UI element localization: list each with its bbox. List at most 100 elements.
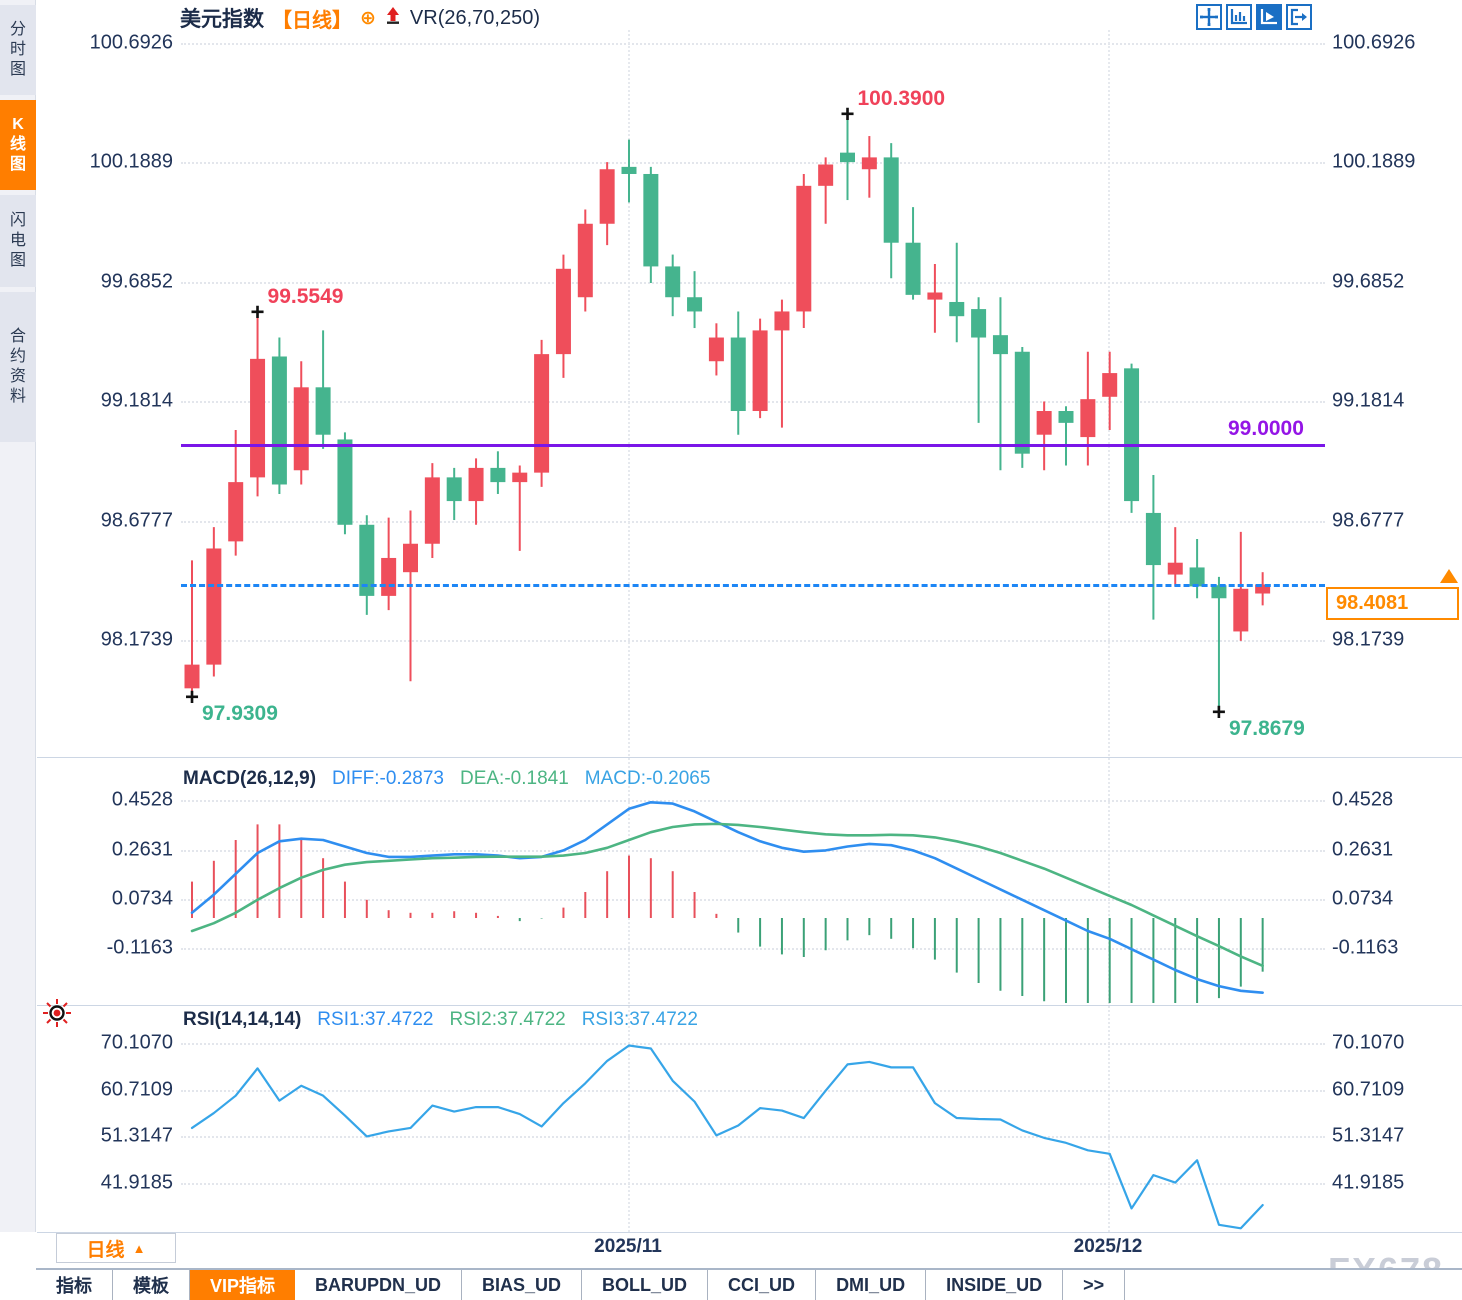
macd-dea-value: DEA:-0.1841 <box>459 768 569 789</box>
bottom-tab-0[interactable]: 指标 <box>36 1270 113 1300</box>
rsi-tick-right: 60.7109 <box>1332 1078 1405 1101</box>
exit-right-icon[interactable] <box>1286 4 1312 30</box>
rsi-tick-left: 60.7109 <box>100 1078 173 1101</box>
price-gridline <box>181 43 1325 45</box>
period-selector-button[interactable]: 日线 ▲ <box>56 1233 176 1263</box>
rsi-tick-right: 41.9185 <box>1332 1171 1405 1194</box>
price-tick-left: 99.6852 <box>100 270 173 293</box>
overlay-indicator-label[interactable]: VR(26,70,250) <box>409 6 540 29</box>
bottom-tab-7[interactable]: DMI_UD <box>816 1270 927 1300</box>
rsi-gridline <box>181 1183 1325 1185</box>
move-cross-icon[interactable] <box>1196 4 1222 30</box>
price-tick-right: 98.6777 <box>1332 509 1405 532</box>
extreme-marker-icon: + <box>184 683 200 711</box>
chevron-up-icon: ▲ <box>132 1240 146 1256</box>
rsi-gridline <box>181 1136 1325 1139</box>
last-price-box: 98.4081 <box>1326 587 1459 621</box>
price-tick-right: 98.1739 <box>1332 628 1405 651</box>
bottom-tab-3[interactable]: BARUPDN_UD <box>295 1270 463 1300</box>
rsi2-value: RSI2:37.4722 <box>449 1009 566 1030</box>
macd-tick-left: 0.0734 <box>111 887 173 910</box>
price-tick-left: 99.1814 <box>100 389 173 412</box>
macd-tick-left: -0.1163 <box>106 936 173 959</box>
macd-gridline <box>181 898 1325 901</box>
bottom-tab-6[interactable]: CCI_UD <box>708 1270 817 1300</box>
rsi-tick-left: 51.3147 <box>100 1124 173 1147</box>
level-line-label: 99.0000 <box>1228 417 1304 441</box>
pin-up-icon[interactable] <box>384 6 402 31</box>
sidebar-item-0[interactable]: 分时图 <box>0 5 36 95</box>
price-gridline <box>181 162 1325 165</box>
macd-gridline <box>181 800 1325 803</box>
axis-bars-icon[interactable] <box>1226 4 1252 30</box>
price-gridline <box>181 520 1325 523</box>
price-tick-left: 100.1889 <box>89 150 173 173</box>
extreme-marker-icon: + <box>250 298 265 326</box>
macd-legend: MACD(26,12,9) DIFF:-0.2873 DEA:-0.1841 M… <box>183 768 710 790</box>
price-up-arrow-icon <box>1440 569 1458 584</box>
rsi-tick-left: 41.9185 <box>100 1171 173 1194</box>
extreme-marker-icon: + <box>840 100 855 128</box>
macd-gridline <box>181 849 1325 852</box>
axis-play-icon[interactable] <box>1256 4 1282 30</box>
bottom-tab-bar: 指标 模板 VIP指标 BARUPDN_UD BIAS_UD BOLL_UD CCI_UD D… <box>36 1268 1462 1300</box>
extreme-marker-icon: + <box>1211 698 1226 726</box>
chart-toolbar <box>1196 4 1312 30</box>
bottom-tab-9[interactable]: >> <box>1063 1270 1126 1300</box>
rsi3-value: RSI3:37.4722 <box>581 1009 698 1030</box>
macd-tick-right: 0.2631 <box>1332 838 1394 861</box>
bottom-tab-8[interactable]: INSIDE_UD <box>926 1270 1064 1300</box>
low-price-annotation: 97.8679 <box>1228 716 1305 740</box>
rsi-title: RSI(14,14,14) <box>183 1009 302 1030</box>
rsi-gridline <box>181 1089 1325 1092</box>
macd-tick-right: -0.1163 <box>1332 936 1399 959</box>
rsi-tick-right: 70.1070 <box>1332 1031 1405 1054</box>
macd-macd-value: MACD:-0.2065 <box>584 768 711 789</box>
panel-separator <box>37 1232 1462 1233</box>
rsi-legend: RSI(14,14,14) RSI1:37.4722 RSI2:37.4722 … <box>183 1009 698 1031</box>
chart-header: 美元指数 【日线】 ⊕ VR(26,70,250) <box>180 4 540 32</box>
macd-gridline <box>181 948 1325 951</box>
macd-tick-left: 0.4528 <box>111 788 173 811</box>
macd-tick-right: 0.4528 <box>1332 788 1394 811</box>
circle-plus-icon[interactable]: ⊕ <box>360 7 376 29</box>
panel-separator <box>37 1005 1462 1006</box>
macd-diff-value: DIFF:-0.2873 <box>332 768 444 789</box>
bottom-tab-4[interactable]: BIAS_UD <box>462 1270 583 1300</box>
indicator-settings-icon[interactable] <box>42 998 72 1028</box>
instrument-title: 美元指数 <box>180 8 264 31</box>
price-tick-right: 99.6852 <box>1332 270 1405 293</box>
macd-title: MACD(26,12,9) <box>183 768 317 789</box>
price-gridline <box>181 401 1325 404</box>
x-axis-label: 2025/12 <box>1073 1236 1143 1257</box>
rsi1-value: RSI1:37.4722 <box>317 1009 434 1030</box>
price-tick-left: 98.6777 <box>100 509 173 532</box>
high-price-annotation: 99.5549 <box>267 284 344 308</box>
macd-tick-right: 0.0734 <box>1332 887 1394 910</box>
macd-tick-left: 0.2631 <box>111 838 173 861</box>
bottom-tab-2[interactable]: VIP指标 <box>190 1270 296 1300</box>
price-tick-left: 98.1739 <box>100 628 173 651</box>
price-gridline <box>181 640 1325 642</box>
bottom-tab-5[interactable]: BOLL_UD <box>582 1270 709 1300</box>
last-price-dashed-line <box>181 584 1325 588</box>
low-price-annotation: 97.9309 <box>202 701 278 725</box>
price-tick-left: 100.6926 <box>89 31 173 54</box>
rsi-tick-right: 51.3147 <box>1332 1124 1405 1147</box>
price-tick-right: 100.6926 <box>1332 31 1416 54</box>
bottom-tab-1[interactable]: 模板 <box>113 1270 190 1300</box>
horizontal-level-line-99[interactable] <box>181 444 1325 448</box>
vertical-gridline <box>628 30 630 1232</box>
price-tick-right: 99.1814 <box>1332 389 1405 412</box>
sidebar-item-2[interactable]: 闪电图 <box>0 195 36 287</box>
last-price-value: 98.4081 <box>1336 592 1409 615</box>
x-axis-label: 2025/11 <box>594 1236 662 1257</box>
sidebar-item-3[interactable]: 合约资料 <box>0 292 36 442</box>
rsi-tick-left: 70.1070 <box>100 1031 173 1054</box>
price-gridline <box>181 281 1325 284</box>
high-price-annotation: 100.3900 <box>857 86 946 110</box>
period-tag[interactable]: 【日线】 <box>272 9 352 32</box>
